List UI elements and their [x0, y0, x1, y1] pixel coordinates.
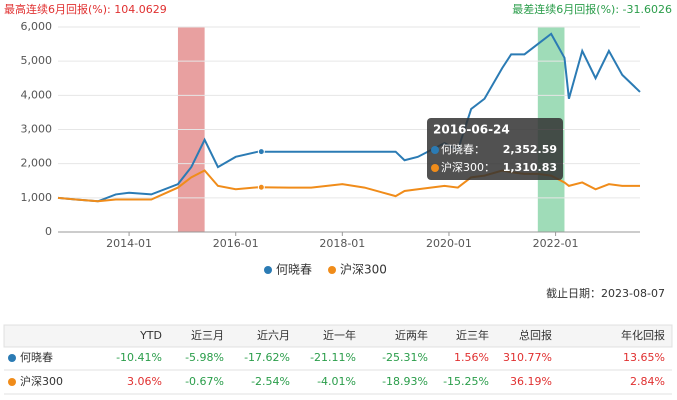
table-header: 近一年 [323, 328, 356, 342]
tooltip-dot [257, 183, 265, 191]
tooltip-box [427, 118, 563, 180]
row-marker [8, 378, 16, 386]
best-note: 最高连续6月回报(%): 104.0629 [4, 2, 167, 16]
table-cell: -15.25% [443, 375, 489, 388]
table-cell: 3.06% [127, 375, 162, 388]
y-tick-label: 3,000 [21, 123, 53, 136]
tooltip-dot [257, 148, 265, 156]
row-marker [8, 354, 16, 362]
legend-marker [328, 266, 337, 274]
x-tick-label: 2020-01 [426, 237, 472, 250]
table-cell: -4.01% [317, 375, 356, 388]
table-cell: -5.98% [185, 351, 224, 364]
legend-marker [264, 266, 272, 274]
y-tick-label: 6,000 [21, 20, 53, 33]
table-cell: 310.77% [503, 351, 552, 364]
tooltip-value: 2,352.59 [503, 143, 557, 156]
table-cell: -18.93% [382, 375, 428, 388]
tooltip-marker [431, 146, 439, 154]
x-tick-label: 2022-01 [533, 237, 579, 250]
table-cell: -17.62% [244, 351, 290, 364]
y-tick-label: 1,000 [21, 191, 53, 204]
table-header: 近六月 [257, 329, 290, 342]
y-tick-label: 0 [45, 225, 52, 238]
tooltip-label: 何晓春： [441, 143, 485, 156]
row-name: 沪深300 [20, 374, 63, 388]
y-tick-label: 2,000 [21, 157, 53, 170]
tooltip-date: 2016-06-24 [433, 123, 510, 137]
legend-label: 沪深300 [340, 263, 387, 277]
table-cell: -10.41% [116, 351, 162, 364]
table-header: 总回报 [519, 328, 552, 342]
legend-label: 何晓春 [276, 263, 312, 277]
table-header-bg [3, 324, 673, 348]
table-cell: 2.84% [630, 375, 665, 388]
tooltip-label: 沪深300： [441, 160, 495, 174]
y-tick-label: 4,000 [21, 88, 53, 101]
y-tick-label: 5,000 [21, 54, 53, 67]
x-tick-label: 2014-01 [106, 237, 152, 250]
table-cell: 1.56% [454, 351, 489, 364]
tooltip-marker [431, 164, 439, 172]
table-cell: -25.31% [382, 351, 428, 364]
series-line [57, 169, 640, 203]
worst-note: 最差连续6月回报(%): -31.6026 [512, 2, 672, 16]
table-header: 年化回报 [621, 328, 665, 342]
table-cell: -0.67% [185, 375, 224, 388]
table-cell: 36.19% [510, 375, 552, 388]
table-cell: -2.54% [251, 375, 290, 388]
table-header: 近两年 [395, 328, 428, 342]
series-line [57, 32, 641, 203]
table-header: 近三年 [456, 328, 489, 342]
table-cell: -21.11% [310, 351, 356, 364]
cutoff-date: 截止日期：2023-08-07 [546, 286, 665, 300]
row-name: 何晓春 [20, 351, 53, 364]
tooltip-value: 1,310.83 [503, 161, 557, 174]
x-tick-label: 2018-01 [319, 237, 365, 250]
x-tick-label: 2016-01 [213, 237, 259, 250]
table-cell: 13.65% [623, 351, 665, 364]
table-header: 近三月 [191, 329, 224, 342]
table-header: YTD [139, 329, 162, 342]
